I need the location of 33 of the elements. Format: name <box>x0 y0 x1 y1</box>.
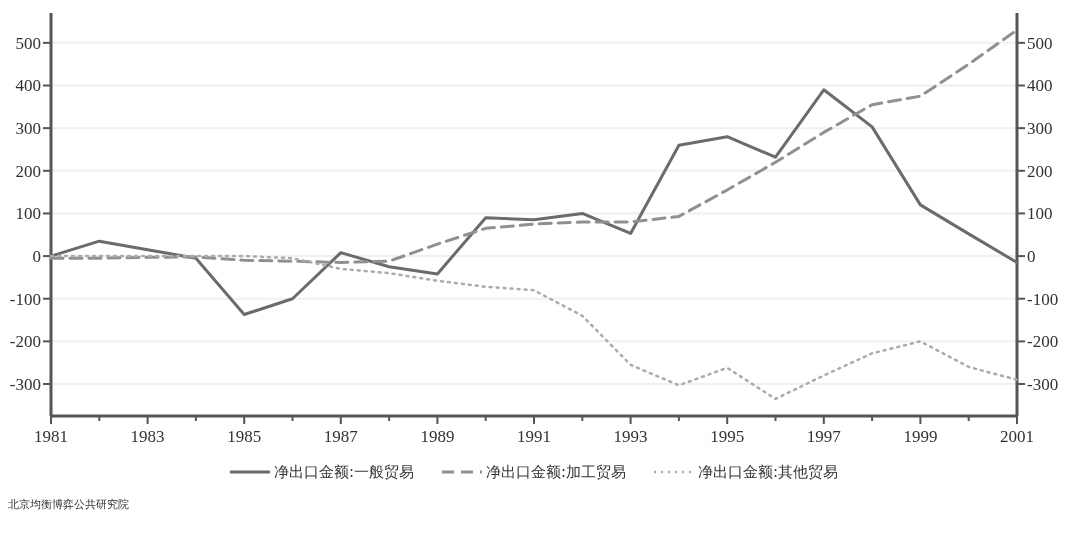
y-tick-label: 100 <box>15 204 41 224</box>
y2-tick-label: 200 <box>1027 161 1053 181</box>
y-tick-label: -300 <box>9 375 41 395</box>
y-tick-label: 400 <box>15 76 41 96</box>
y-tick-label: 500 <box>15 33 41 53</box>
x-tick-label: 1987 <box>323 427 359 446</box>
x-tick-label: 1991 <box>517 427 551 446</box>
legend-label: 净出口金额:其他贸易 <box>698 463 839 481</box>
x-tick-label: 2001 <box>1000 427 1034 446</box>
y-tick-label: -100 <box>9 289 41 309</box>
y2-tick-label: -300 <box>1027 375 1059 395</box>
legend-label: 净出口金额:一般贸易 <box>273 463 414 481</box>
y-tick-label: 300 <box>15 119 41 139</box>
y2-tick-label: 400 <box>1027 76 1053 96</box>
y-tick-label: 0 <box>32 247 41 267</box>
legend-label: 净出口金额:加工贸易 <box>485 463 627 481</box>
x-tick-label: 1985 <box>227 427 262 446</box>
y2-tick-label: -100 <box>1027 289 1059 309</box>
y2-tick-label: 0 <box>1027 247 1036 267</box>
x-tick-label: 1993 <box>613 427 648 446</box>
x-tick-label: 1997 <box>806 427 842 446</box>
x-tick-label: 1983 <box>130 427 165 446</box>
y-tick-label: -200 <box>9 332 41 352</box>
x-tick-label: 1999 <box>903 427 938 446</box>
annotation: 北京均衡博弈公共研究院 <box>8 498 129 511</box>
y2-tick-label: -200 <box>1027 332 1059 352</box>
y2-tick-label: 300 <box>1027 119 1053 139</box>
x-tick-label: 1995 <box>710 427 745 446</box>
y-tick-label: 200 <box>15 161 41 181</box>
y2-tick-label: 500 <box>1027 33 1053 53</box>
y2-tick-label: 100 <box>1027 204 1053 224</box>
x-tick-label: 1989 <box>420 427 455 446</box>
x-tick-label: 1981 <box>34 427 68 446</box>
